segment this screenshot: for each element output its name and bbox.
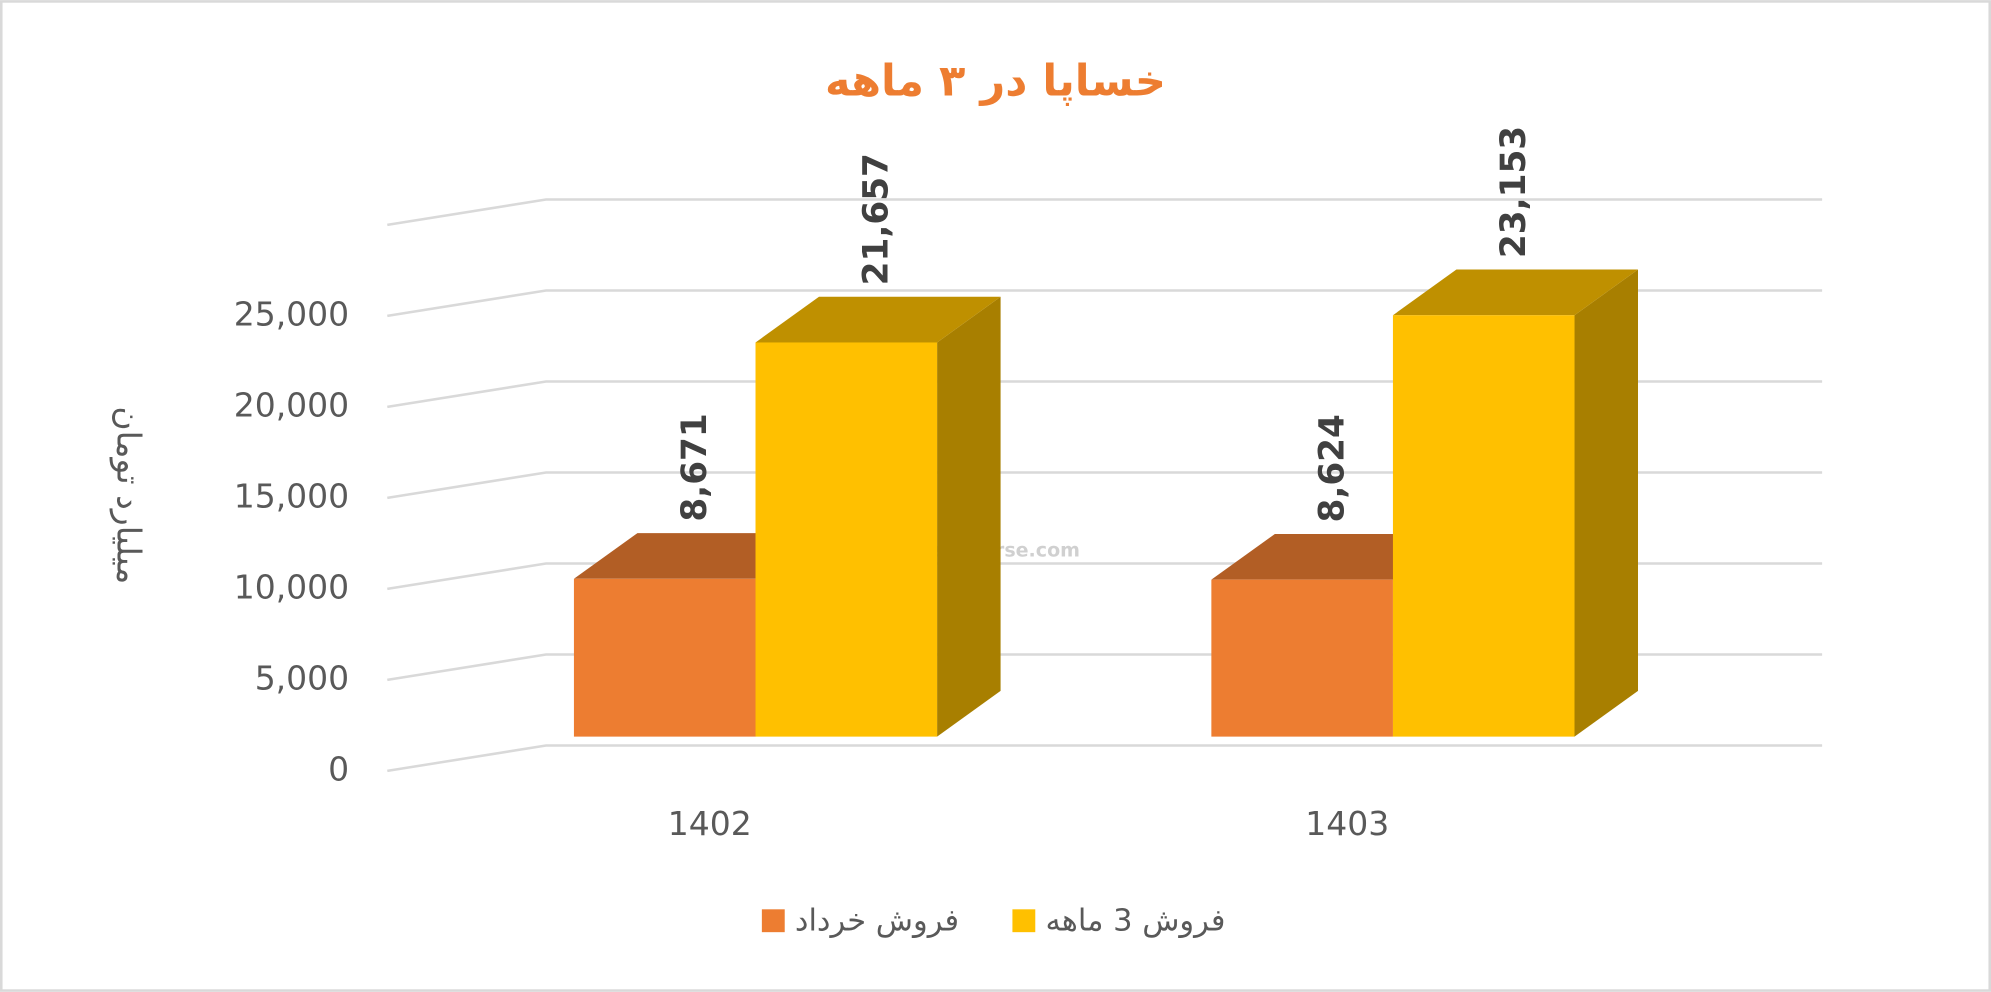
data-label: 21,657 [857, 153, 897, 285]
y-axis-label: میلیارد تومان [109, 406, 148, 584]
y-tick-label: 10,000 [234, 567, 349, 606]
legend-label: فروش خرداد [795, 904, 959, 939]
legend-label: فروش 3 ماهه [1045, 904, 1225, 939]
bar [573, 578, 756, 737]
bar-side [1574, 269, 1639, 737]
grid-line [387, 744, 1823, 773]
bar-top [755, 296, 1001, 343]
x-tick-label: 1403 [1305, 804, 1389, 843]
legend-swatch [761, 909, 785, 933]
y-tick-label: 0 [328, 749, 349, 788]
data-label: 8,624 [1312, 414, 1352, 522]
data-label: 8,671 [675, 413, 715, 521]
y-tick-label: 25,000 [234, 294, 349, 333]
y-tick-label: 20,000 [234, 385, 349, 424]
bar [1211, 579, 1393, 737]
legend-swatch [1012, 909, 1036, 933]
y-tick-label: 15,000 [234, 476, 349, 515]
x-tick-label: 1402 [668, 804, 752, 843]
bar-top [1392, 269, 1639, 316]
grid-line [387, 289, 1823, 318]
chart-title: خساپا در ۳ ماهه [825, 56, 1166, 106]
bar [755, 342, 938, 737]
bar [1392, 315, 1575, 737]
y-tick-label: 5,000 [255, 658, 349, 697]
bar-side [937, 296, 1001, 737]
data-label: 23,153 [1494, 126, 1534, 258]
grid-line [387, 198, 1823, 227]
